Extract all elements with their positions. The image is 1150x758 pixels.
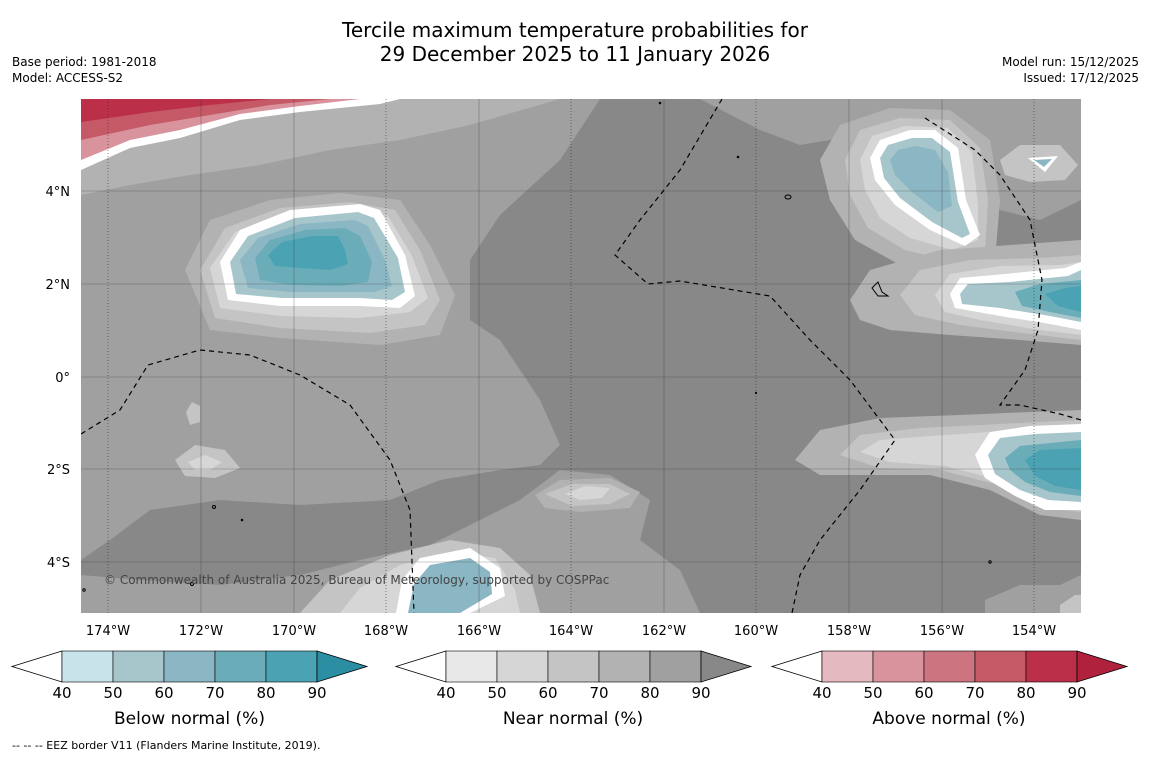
- colorbar-segment: [598, 650, 651, 683]
- colorbar-max-extend: [1076, 650, 1129, 683]
- colorbar-tick-label: 60: [154, 684, 174, 702]
- title-line-1: Tercile maximum temperature probabilitie…: [342, 18, 808, 42]
- below-normal-60-blob-south: [408, 558, 492, 613]
- lon-label: 156°W: [920, 624, 964, 639]
- colorbar-segment: [872, 650, 925, 683]
- colorbar-tick-label: 90: [307, 684, 327, 702]
- meta-left: Base period: 1981-2018 Model: ACCESS-S2: [12, 54, 157, 86]
- colorbar-segment: [821, 650, 874, 683]
- lon-axis-labels: 174°W 172°W 170°W 168°W 166°W 164°W 162°…: [86, 624, 1056, 639]
- model-text: Model: ACCESS-S2: [12, 71, 124, 85]
- colorbar-tick-label: 90: [691, 684, 711, 702]
- near-normal-80-patch-se-corner: [985, 575, 1081, 613]
- colorbar-segment: [214, 650, 267, 683]
- lon-label: 162°W: [642, 624, 686, 639]
- colorbar-tick-label: 70: [205, 684, 225, 702]
- colorbar-tick-label: 80: [1016, 684, 1036, 702]
- below-normal-60-patch-ne-small: [1034, 159, 1052, 167]
- map-field: © Commonwealth of Australia 2025, Bureau…: [81, 99, 1081, 613]
- colorbar-min-extend: [10, 650, 63, 683]
- colorbar-min-extend: [770, 650, 823, 683]
- colorbar-segment: [163, 650, 216, 683]
- lon-label: 154°W: [1012, 624, 1056, 639]
- base-period-text: Base period: 1981-2018: [12, 55, 157, 69]
- lon-label: 158°W: [827, 624, 871, 639]
- colorbar-segment: [974, 650, 1027, 683]
- near-normal-50-patch-central: [565, 486, 610, 500]
- lon-label: 172°W: [179, 624, 223, 639]
- colorbar-tick-label: 60: [538, 684, 558, 702]
- model-run-text: Model run: 15/12/2025: [1001, 55, 1139, 69]
- colorbar-tick-label: 90: [1067, 684, 1087, 702]
- meta-right: Model run: 15/12/2025 Issued: 17/12/2025: [1002, 54, 1139, 86]
- colorbar-segment: [265, 650, 318, 683]
- near-normal-50-patch-sw: [188, 455, 222, 470]
- colorbar-tick-label: 50: [487, 684, 507, 702]
- title-line-2: 29 December 2025 to 11 January 2026: [379, 42, 771, 66]
- colorbar-tick-label: 40: [812, 684, 832, 702]
- lon-label: 168°W: [364, 624, 408, 639]
- colorbar-tick-label: 50: [863, 684, 883, 702]
- near-normal-80-region-ne: [700, 99, 1081, 220]
- colorbar-segment: [547, 650, 600, 683]
- colorbar-segment: [445, 650, 498, 683]
- issued-text: Issued: 17/12/2025: [1023, 71, 1139, 85]
- lat-axis-labels: 4°N 2°N 0° 2°S 4°S: [46, 185, 71, 571]
- graticule: [81, 99, 1081, 613]
- colorbar-segment: [649, 650, 702, 683]
- lat-label: 2°N: [46, 278, 71, 293]
- colorbar-near-label: Near normal (%): [502, 709, 644, 729]
- colorbar-min-extend: [394, 650, 447, 683]
- lat-label: 2°S: [47, 463, 70, 478]
- colorbar-segment: [61, 650, 114, 683]
- islands: [82, 101, 992, 592]
- near-normal-60-patch-se-corner: [1060, 595, 1081, 613]
- colorbar-tick-label: 40: [436, 684, 456, 702]
- colorbars: [10, 650, 1129, 683]
- colorbar-tick-label: 70: [589, 684, 609, 702]
- copyright-text: © Commonwealth of Australia 2025, Bureau…: [104, 573, 609, 587]
- colorbar-max-extend: [316, 650, 369, 683]
- lon-label: 166°W: [457, 624, 501, 639]
- lat-label: 0°: [55, 371, 70, 386]
- colorbar-tick-label: 50: [103, 684, 123, 702]
- colorbar-below-label: Below normal (%): [114, 709, 265, 729]
- colorbar-above-label: Above normal (%): [872, 709, 1026, 729]
- lon-label: 170°W: [272, 624, 316, 639]
- below-normal-80-blob-east: [1045, 286, 1081, 312]
- chart-title: Tercile maximum temperature probabilitie…: [0, 18, 1150, 66]
- colorbar-segment: [1025, 650, 1078, 683]
- colorbar-segment: [496, 650, 549, 683]
- lon-label: 174°W: [86, 624, 130, 639]
- colorbar-tick-label: 40: [52, 684, 72, 702]
- above-normal-80-region-nw: [81, 99, 270, 122]
- lat-label: 4°N: [46, 185, 71, 200]
- colorbar-segment: [112, 650, 165, 683]
- lon-label: 164°W: [549, 624, 593, 639]
- below-normal-60-blob-ne: [890, 146, 952, 212]
- colorbar-tick-label: 70: [965, 684, 985, 702]
- colorbar-tick-label: 80: [256, 684, 276, 702]
- lat-label: 4°S: [47, 556, 70, 571]
- lon-label: 160°W: [734, 624, 778, 639]
- near-normal-60-patch-west: [186, 402, 200, 425]
- colorbar-tick-label: 60: [914, 684, 934, 702]
- colorbar-segment: [923, 650, 976, 683]
- colorbar-tick-label: 80: [640, 684, 660, 702]
- eez-borders: [81, 99, 1081, 613]
- eez-footnote: -- -- -- EEZ border V11 (Flanders Marine…: [12, 739, 321, 752]
- below-normal-80-blob-west: [268, 236, 348, 270]
- colorbar-max-extend: [700, 650, 753, 683]
